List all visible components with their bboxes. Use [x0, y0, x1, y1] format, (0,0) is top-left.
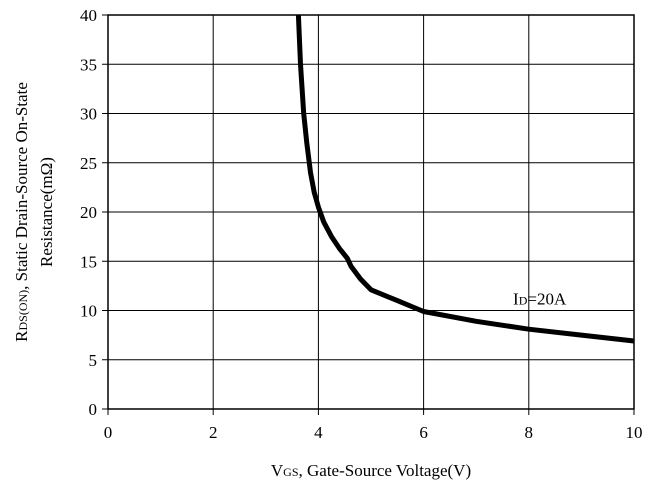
x-tick-label-8: 8: [525, 423, 534, 442]
annotation-id-20a: ID=20A: [513, 290, 567, 309]
x-tick-label-4: 4: [314, 423, 323, 442]
x-tick-label-0: 0: [104, 423, 113, 442]
x-tick-label-10: 10: [626, 423, 643, 442]
y-axis-title-line1: RDS(ON), Static Drain-Source On-State: [12, 82, 31, 342]
y-tick-label-35: 35: [80, 55, 97, 74]
y-tick-label-5: 5: [89, 351, 98, 370]
series-line-0: [295, 14, 635, 344]
x-axis-title: VGS, Gate-Source Voltage(V): [271, 461, 471, 480]
y-tick-label-20: 20: [80, 203, 97, 222]
x-tick-label-2: 2: [209, 423, 218, 442]
y-tick-label-10: 10: [80, 302, 97, 321]
y-tick-label-0: 0: [89, 400, 98, 419]
series-layer: [295, 14, 635, 344]
y-axis-ticks: 0 5 10 15 20 25 30 35 40: [80, 6, 108, 419]
y-tick-label-25: 25: [80, 154, 97, 173]
grid-lines: [108, 15, 634, 409]
x-axis-ticks: 0 2 4 6 8 10: [104, 409, 643, 442]
y-tick-label-30: 30: [80, 105, 97, 124]
x-tick-label-6: 6: [419, 423, 428, 442]
y-tick-label-15: 15: [80, 252, 97, 271]
y-tick-label-40: 40: [80, 6, 97, 25]
y-axis-title-line2: Resistance(mΩ): [37, 157, 56, 267]
